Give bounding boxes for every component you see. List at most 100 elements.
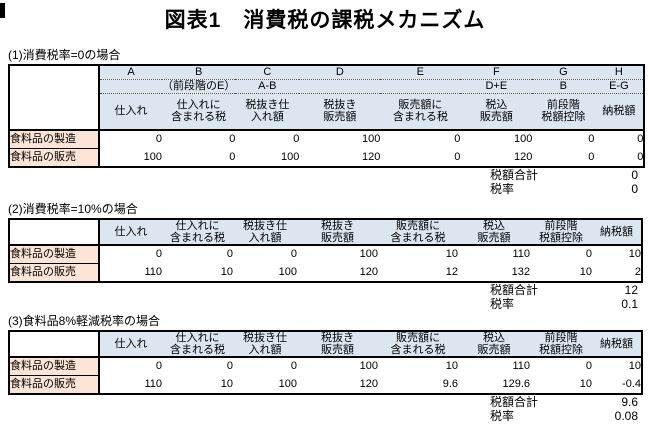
tax-rate-row-2: 税率 0.1 (490, 297, 638, 311)
value-cell: 0 (380, 148, 461, 167)
column-header-line: 納税額 (600, 226, 633, 238)
value-cell: 0 (530, 357, 592, 376)
column-header: 仕入れ (99, 219, 162, 246)
section-3: (3)食料品8%軽減税率の場合 仕入れ 仕入れに 含まれる税 税抜き仕 入れ額 税抜き 販売… (0, 314, 650, 423)
column-header-line: 前段階 (544, 220, 578, 232)
figure-title: 図表1 消費税の課税メカニズム (164, 9, 486, 32)
column-formula: A-B (235, 79, 300, 94)
column-header: 税抜き 販売額 (297, 331, 378, 358)
value-cell: 12 (378, 263, 458, 282)
column-names-row: 仕入れ 仕入れに 含まれる税 税抜き仕 入れ額 税抜き 販売額 販売額に 含まれる税 税込 販売額前… (9, 219, 642, 246)
column-header: 税抜き 販売額 (297, 219, 378, 246)
row-label: 食料品の販売 (8, 148, 100, 168)
column-header-line: 入れ額 (248, 344, 282, 356)
column-header-line: 販売額に (396, 220, 440, 232)
column-header-line: 税額控除 (541, 111, 586, 123)
column-header-line: 仕入れ (114, 226, 148, 238)
table-row: 食料品の販売 100 0 100 120 0 120 0 0 (8, 148, 645, 168)
tax-total-label: 税額合計 (490, 283, 539, 297)
value-cell: 100 (460, 130, 533, 149)
scan-artifact (0, 3, 5, 18)
value-cell: 100 (299, 130, 381, 149)
column-header-line: 販売額に (398, 99, 443, 111)
column-header: 税抜き 販売額 (299, 93, 381, 131)
column-header-line: 販売額 (321, 344, 354, 356)
column-header-line: 仕入れに (175, 220, 220, 232)
column-header-line: 仕入れ (114, 105, 148, 117)
value-cell: 10 (162, 375, 233, 394)
value-cell: 110 (99, 375, 162, 394)
value-cell: 120 (299, 148, 381, 167)
section-1-heading: (1)消費税率=0の場合 (8, 48, 121, 62)
column-header: 納税額 (592, 331, 642, 358)
column-header: 税込 販売額 (458, 219, 530, 246)
column-formula: D+E (460, 79, 533, 94)
column-header: 納税額 (594, 93, 645, 131)
column-header-line: 販売額に (396, 332, 440, 344)
value-cell: 2 (592, 263, 642, 282)
column-header: 税抜き仕 入れ額 (233, 331, 297, 358)
section-1: (1)消費税率=0の場合 A B C D E F G H （前段階のE） A-B D+E B E-G 仕入… (0, 48, 650, 196)
value-cell: 0 (99, 357, 162, 376)
value-cell: 100 (99, 148, 162, 167)
value-cell: 0 (162, 357, 233, 376)
tax-total-label: 税額合計 (490, 395, 539, 409)
row-label: 食料品の製造 (8, 356, 100, 376)
column-letter: F (460, 65, 533, 80)
value-cell: 10 (378, 357, 458, 376)
section-3-heading: (3)食料品8%軽減税率の場合 (8, 314, 161, 328)
column-header-line: 含まれる税 (390, 344, 446, 356)
tax-rate-row-3: 税率 0.08 (490, 409, 638, 423)
value-cell: 100 (297, 245, 378, 264)
table-row: 食料品の製造 0 0 0 100 0 100 0 0 (8, 129, 645, 149)
column-header: 仕入れに 含まれる税 (162, 93, 236, 131)
column-formula (299, 79, 381, 94)
value-cell: 120 (460, 148, 533, 167)
value-cell: 10 (378, 245, 458, 264)
column-formula (380, 79, 461, 94)
value-cell: 100 (233, 375, 297, 394)
table-row: 食料品の販売 110 10 100 120 9.6 129.6 10 -0.4 (8, 375, 642, 395)
column-header: 販売額に 含まれる税 (380, 93, 461, 131)
value-cell: 10 (162, 263, 233, 282)
column-header-line: 税込 (483, 332, 505, 344)
column-header-line: 含まれる税 (390, 232, 446, 244)
row-label: 食料品の製造 (8, 244, 100, 264)
value-cell: 0 (162, 245, 233, 264)
value-cell: 0 (532, 130, 595, 149)
column-header: 税抜き仕 入れ額 (235, 93, 300, 131)
column-header: 前段階 税額控除 (530, 331, 592, 358)
tax-rate-label: 税率 (490, 409, 515, 423)
column-header-line: 含まれる税 (392, 111, 448, 123)
tax-total-value: 0 (631, 168, 638, 182)
column-header-line: 含まれる税 (171, 111, 227, 123)
column-header-line: 仕入れ (114, 338, 148, 350)
tax-table-2: 仕入れ 仕入れに 含まれる税 税抜き仕 入れ額 税抜き 販売額 販売額に 含まれる税 税込 販売額前… (8, 218, 643, 283)
column-formula (99, 79, 162, 94)
column-header-line: 納税額 (602, 105, 636, 117)
column-header: 前段階 税額控除 (532, 93, 595, 131)
value-cell: 110 (458, 357, 530, 376)
column-header-line: 販売額 (479, 111, 513, 123)
column-header: 納税額 (592, 219, 642, 246)
column-header-line: 前段階 (544, 332, 578, 344)
column-header: 税込 販売額 (460, 93, 533, 131)
value-cell: 132 (458, 263, 530, 282)
column-header-line: 前段階 (546, 99, 580, 111)
tax-rate-label: 税率 (490, 297, 515, 311)
value-cell: 120 (297, 375, 378, 394)
section-2: (2)消費税率=10%の場合 仕入れ 仕入れに 含まれる税 税抜き仕 入れ額 税抜き 販売額… (0, 202, 650, 311)
column-header: 仕入れに 含まれる税 (162, 331, 233, 358)
column-header-line: 販売額 (321, 232, 354, 244)
tax-total-value: 9.6 (621, 395, 638, 409)
value-cell: 10 (530, 263, 592, 282)
value-cell: 10 (530, 375, 592, 394)
tax-total-row-2: 税額合計 12 (490, 283, 638, 297)
column-letter: C (235, 65, 300, 80)
tax-rate-value: 0.08 (614, 409, 638, 423)
column-header-line: 税額控除 (539, 232, 583, 244)
column-letter: B (162, 65, 236, 80)
value-cell: 110 (458, 245, 530, 264)
